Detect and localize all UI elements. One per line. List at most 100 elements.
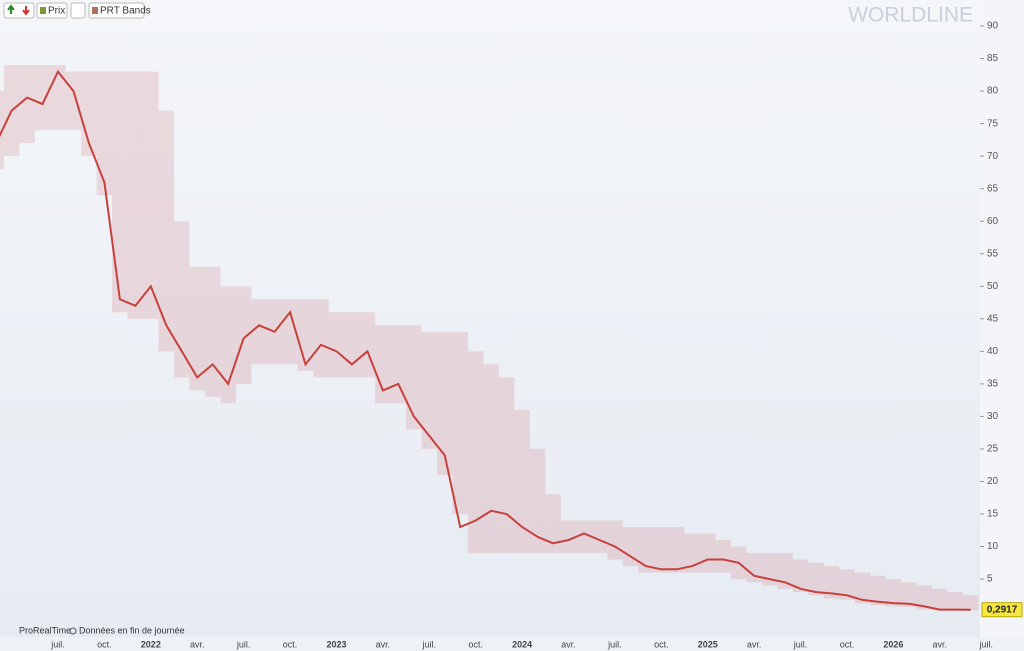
band	[684, 533, 701, 573]
band	[622, 527, 639, 567]
band	[96, 71, 113, 196]
y-tick-label: 65	[987, 183, 999, 194]
x-tick-label: 2023	[326, 639, 346, 649]
band	[560, 520, 577, 554]
band	[34, 65, 51, 131]
x-tick-label: oct.	[283, 639, 298, 649]
band	[777, 553, 793, 589]
band	[901, 582, 917, 608]
x-tick-label: avr.	[561, 639, 576, 649]
band	[514, 409, 530, 554]
band	[174, 221, 190, 378]
x-tick-label: avr.	[190, 639, 205, 649]
band	[854, 572, 871, 604]
price-line	[0, 69, 971, 611]
y-tick-label: 90	[987, 21, 999, 32]
x-tick-label: juil.	[236, 639, 251, 649]
watermark-title: WORLDLINE	[848, 4, 973, 27]
band	[591, 520, 608, 554]
y-tick-label: 30	[987, 411, 999, 422]
x-tick-label: 2025	[698, 639, 718, 649]
band	[808, 562, 824, 596]
band	[344, 312, 360, 378]
status-icon	[69, 627, 77, 635]
band	[483, 364, 499, 554]
x-tick-label: juil.	[793, 639, 808, 649]
x-tick-label: 2024	[512, 639, 532, 649]
band	[297, 299, 314, 371]
band	[700, 533, 716, 573]
band	[220, 286, 236, 404]
band	[143, 71, 159, 319]
band	[65, 71, 82, 131]
band	[576, 520, 592, 554]
band	[235, 286, 252, 384]
bands-icon	[92, 7, 98, 14]
up-icon	[7, 4, 15, 14]
band	[390, 325, 407, 404]
band	[947, 592, 963, 611]
plot	[0, 65, 979, 611]
y-axis-area	[980, 0, 1024, 651]
band	[607, 520, 623, 560]
y-tick-label: 35	[987, 379, 999, 390]
band	[545, 494, 561, 554]
y-tick-label: 5	[987, 574, 993, 585]
y-tick-label: 20	[987, 476, 999, 487]
x-tick-label: oct.	[97, 639, 112, 649]
x-tick-label: oct.	[840, 639, 855, 649]
band	[932, 588, 948, 611]
band	[638, 527, 654, 573]
band	[529, 448, 546, 554]
toolbar-item: Prix	[48, 6, 65, 17]
x-tick-label: oct.	[468, 639, 483, 649]
band	[452, 331, 468, 515]
band	[839, 569, 855, 600]
y-tick-label: 70	[987, 151, 999, 162]
band	[669, 527, 685, 573]
y-tick-label: 80	[987, 86, 999, 97]
y-tick-label: 85	[987, 53, 999, 64]
x-tick-label: juil.	[50, 639, 65, 649]
band	[715, 540, 731, 573]
prix-button[interactable]	[36, 2, 68, 19]
y-tick-label: 45	[987, 313, 999, 324]
band	[19, 65, 35, 144]
y-tick-label: 60	[987, 216, 999, 227]
x-tick-label: juil.	[607, 639, 622, 649]
y-tick-label: 50	[987, 281, 999, 292]
last-price-label: 0,2917	[987, 604, 1018, 615]
footer-note: Données en fin de journée	[79, 625, 185, 635]
band	[792, 559, 809, 593]
band	[823, 566, 840, 599]
list-button[interactable]	[70, 2, 86, 19]
down-icon	[22, 6, 30, 16]
x-tick-label: 2022	[141, 639, 161, 649]
band	[189, 266, 205, 391]
last-price-box	[981, 602, 1023, 618]
band	[467, 351, 484, 554]
band	[421, 331, 438, 449]
toolbar-item: PRT Bands	[100, 6, 151, 17]
x-tick-label: avr.	[933, 639, 948, 649]
band	[328, 312, 345, 378]
band	[158, 110, 175, 352]
band	[916, 585, 933, 610]
band	[127, 71, 144, 319]
x-axis-area	[0, 637, 1024, 651]
toolbar: Prix PRT Bands	[3, 2, 151, 19]
band	[313, 299, 329, 378]
band	[498, 377, 515, 554]
band	[112, 71, 128, 313]
x-tick-label: juil.	[978, 639, 993, 649]
band	[746, 553, 762, 583]
x-tick-label: avr.	[747, 639, 762, 649]
band	[204, 266, 221, 397]
band	[81, 71, 97, 157]
y-tick-label: 55	[987, 248, 999, 259]
band	[282, 299, 298, 365]
bands-button[interactable]	[88, 2, 145, 19]
x-tick-label: juil.	[422, 639, 437, 649]
